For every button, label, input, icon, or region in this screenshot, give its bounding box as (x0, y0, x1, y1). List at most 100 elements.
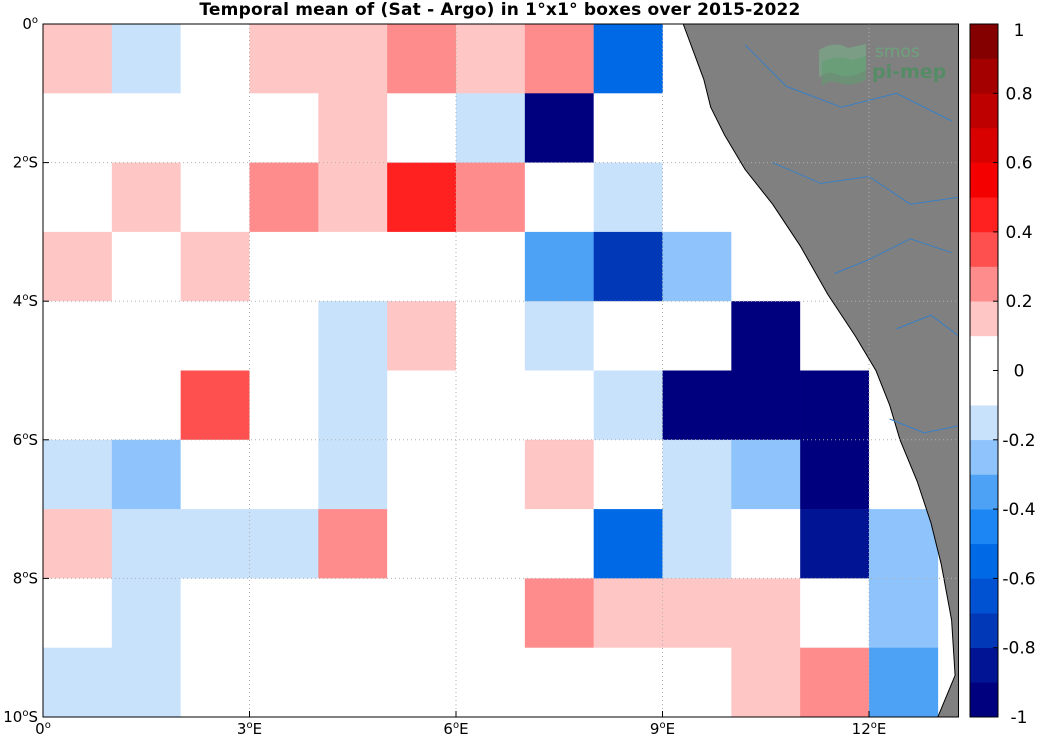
grid-cell (318, 439, 388, 510)
grid-cell (111, 647, 181, 718)
plot-frame (42, 23, 959, 718)
grid-cell (180, 578, 250, 648)
chart-title: Temporal mean of (Sat - Argo) in 1°x1° b… (199, 0, 801, 20)
grid-cell (593, 93, 663, 163)
colorbar: 1 0.8 0.6 0.4 0.2 0 -0.2 -0.4 -0.6 -0.8 -1 (969, 21, 1036, 728)
data-cells (43, 24, 939, 718)
colorbar-swatch (970, 543, 998, 579)
grid-cell (43, 231, 113, 302)
colorbar-tick-label: -0.2 (1002, 431, 1035, 451)
grid-cell (43, 578, 113, 648)
grid-cell (43, 509, 113, 579)
grid-cell (800, 509, 870, 579)
grid-cell (456, 370, 526, 441)
x-tick-label: 9oE (650, 720, 675, 738)
grid-cell (318, 162, 388, 233)
grid-cell (524, 578, 594, 648)
grid-cell (387, 301, 457, 371)
y-axis: 0o 2oS 4oS 6oS 8oS 10oS (3, 15, 49, 726)
grid-cell (593, 162, 663, 233)
colorbar-swatch (970, 266, 998, 302)
grid-cell (869, 509, 939, 579)
colorbar-swatch (970, 127, 998, 163)
grid-cell (731, 301, 801, 371)
grid-cell (800, 439, 870, 510)
grid-cell (249, 647, 319, 718)
colorbar-tick-label: -1 (1011, 708, 1028, 728)
grid-cell (249, 24, 319, 94)
colorbar-tick-label: 1 (1014, 21, 1025, 41)
grid-cell (111, 231, 181, 302)
river-line (744, 44, 952, 122)
grid-cell (111, 509, 181, 579)
grid-cell (111, 370, 181, 441)
grid-cell (731, 231, 801, 302)
grid-cell (318, 301, 388, 371)
grid-cell (662, 647, 732, 718)
y-tick-label: 10oS (3, 708, 38, 726)
smos-pimep-logo: smos pi-mep (819, 42, 946, 86)
grid-cell (593, 301, 663, 371)
grid-cell (249, 439, 319, 510)
river-line (834, 238, 952, 274)
grid-cell (111, 162, 181, 233)
grid-cell (524, 647, 594, 718)
grid-cell (180, 301, 250, 371)
river-line (889, 418, 959, 434)
colorbar-tick-label: 0.2 (1005, 292, 1032, 312)
colorbar-swatch (970, 58, 998, 94)
x-axis: 0o 3oE 6oE 9oE 12oE (35, 711, 886, 738)
grid-cell (731, 578, 801, 648)
colorbar-swatch (970, 24, 998, 59)
grid-cell (387, 509, 457, 579)
grid-cell (524, 301, 594, 371)
grid-cell (524, 439, 594, 510)
grid-cell (43, 301, 113, 371)
grid-cell (593, 370, 663, 441)
grid-cell (387, 93, 457, 163)
logo-waves-icon (819, 44, 866, 86)
colorbar-swatch (970, 93, 998, 129)
river-line (896, 314, 959, 337)
grid-cell (869, 647, 939, 718)
africa-landmass (682, 23, 959, 718)
logo-text-smos: smos (875, 42, 920, 62)
colorbar-tick-label: 0.6 (1005, 154, 1032, 174)
grid-cell (387, 231, 457, 302)
colorbar-swatch (970, 474, 998, 510)
grid-cell (593, 647, 663, 718)
grid-cell (456, 647, 526, 718)
grid-cell (593, 231, 663, 302)
grid-cell (662, 578, 732, 648)
colorbar-tick-label: 0.8 (1005, 84, 1032, 104)
grid-cell (593, 509, 663, 579)
colorbar-tick-label: -0.4 (1002, 500, 1035, 520)
grid-cell (593, 578, 663, 648)
grid-cell (456, 578, 526, 648)
y-tick-label: 2oS (13, 154, 38, 172)
grid-cell (524, 509, 594, 579)
grid-cell (249, 93, 319, 163)
grid-cell (731, 509, 801, 579)
grid-cell (111, 93, 181, 163)
logo-text-pimep: pi-mep (872, 61, 946, 83)
grid-cell (662, 509, 732, 579)
grid-cell (456, 231, 526, 302)
colorbar-tick-label: 0 (1014, 362, 1025, 382)
grid-cell (524, 93, 594, 163)
grid-cell (318, 93, 388, 163)
grid-cell (800, 578, 870, 648)
grid-cell (249, 370, 319, 441)
colorbar-swatch (970, 197, 998, 233)
grid-cell (180, 162, 250, 233)
grid-cell (387, 370, 457, 441)
grid-cell (869, 578, 939, 648)
x-tick-label: 12oE (852, 720, 887, 738)
colorbar-tick-label: 0.4 (1005, 223, 1032, 243)
grid-cell (524, 370, 594, 441)
grid-cell (387, 162, 457, 233)
colorbar-swatch (970, 509, 998, 545)
grid-cell (662, 439, 732, 510)
grid-cell (800, 647, 870, 718)
